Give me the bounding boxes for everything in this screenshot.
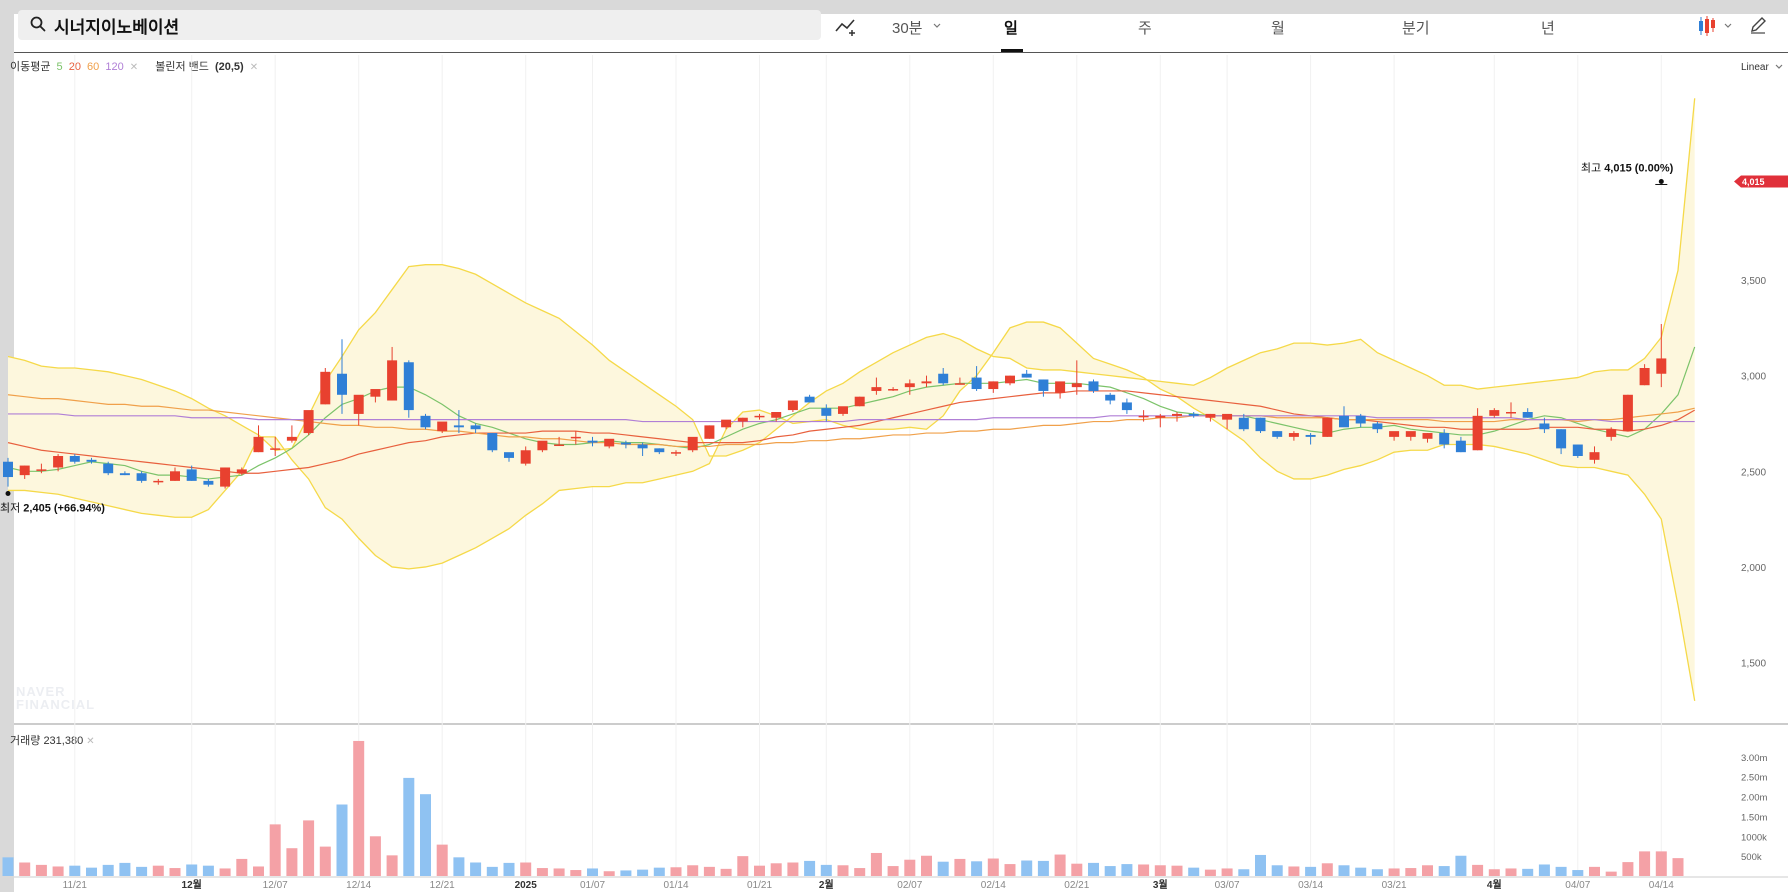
volume-bar xyxy=(2,857,14,876)
bb-legend-label: 볼린저 밴드 xyxy=(155,61,209,73)
period-day[interactable]: 일 xyxy=(1004,20,1018,37)
candle-type-icon[interactable] xyxy=(1697,15,1733,37)
chart-frame: 시너지이노베이션 30분 일 주 월 분기 년 xyxy=(10,10,1788,892)
period-quarter[interactable]: 분기 xyxy=(1402,20,1430,37)
chevron-down-icon xyxy=(1775,64,1783,69)
close-icon[interactable]: ✕ xyxy=(129,62,139,73)
candle-body xyxy=(3,461,13,478)
search-input[interactable]: 시너지이노베이션 xyxy=(18,10,821,40)
volume-legend-value: 231,380 xyxy=(43,735,84,747)
ma20-legend: 20 xyxy=(68,61,81,73)
period-month[interactable]: 월 xyxy=(1271,20,1285,37)
search-icon xyxy=(30,16,46,32)
active-period-indicator xyxy=(1001,49,1023,52)
ma120-legend: 120 xyxy=(105,61,124,73)
indicator-legend: 이동평균 5 20 60 120 ✕ 볼린저 밴드 (20,5) ✕ xyxy=(10,58,261,74)
close-icon[interactable]: ✕ xyxy=(249,62,259,73)
volume-legend-label: 거래량 xyxy=(10,735,41,747)
volume-legend: 거래량 231,380 ✕ xyxy=(10,732,95,748)
ma-legend-label: 이동평균 xyxy=(10,61,51,73)
pencil-icon[interactable] xyxy=(1748,15,1768,35)
chevron-down-icon[interactable] xyxy=(933,23,941,29)
bb-legend-params: (20,5) xyxy=(214,61,244,73)
watermark-line: FINANCIAL xyxy=(16,697,96,712)
ma60-legend: 60 xyxy=(87,61,100,73)
toolbar: 시너지이노베이션 30분 일 주 월 분기 년 xyxy=(14,10,1788,53)
candle xyxy=(3,457,13,487)
scale-value: Linear xyxy=(1741,62,1769,73)
period-week[interactable]: 주 xyxy=(1138,20,1152,37)
watermark: NAVER FINANCIAL xyxy=(16,685,95,711)
indicator-add-icon[interactable] xyxy=(834,17,860,37)
scale-selector[interactable]: Linear xyxy=(1741,62,1783,73)
period-30min[interactable]: 30분 xyxy=(892,20,923,37)
ma5-legend: 5 xyxy=(56,61,63,73)
close-icon[interactable]: ✕ xyxy=(86,736,95,747)
period-year[interactable]: 년 xyxy=(1541,20,1555,37)
low-marker xyxy=(5,490,11,496)
stock-name: 시너지이노베이션 xyxy=(54,18,180,37)
